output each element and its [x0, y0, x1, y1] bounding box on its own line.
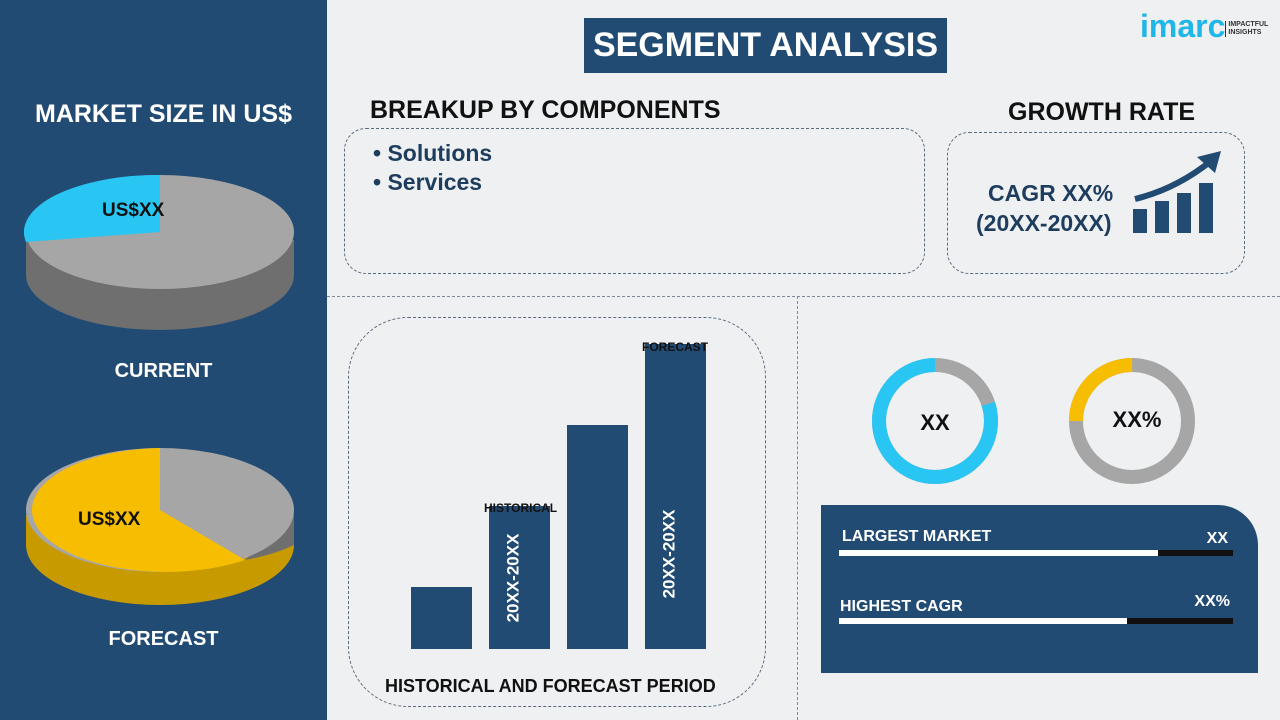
growth-chart-icon [1133, 151, 1221, 233]
highest-cagr-value: XX% [1194, 593, 1230, 610]
breakup-heading: BREAKUP BY COMPONENTS [370, 96, 721, 124]
svg-text:XX: XX [920, 410, 950, 435]
forecast-pie-chart: US$XX [26, 448, 294, 605]
market-size-heading: MARKET SIZE IN US$ [35, 100, 292, 128]
divider [797, 296, 798, 720]
divider [327, 296, 1280, 297]
current-value: US$XX [102, 200, 165, 221]
donut-xx: XX [872, 358, 998, 484]
bar-4-forecast: 20XX-20XX [645, 344, 706, 649]
forecast-value: US$XX [78, 509, 141, 530]
bar-1 [411, 587, 472, 649]
highest-cagr-bar [839, 618, 1233, 624]
period-chart: 20XX-20XX 20XX-20XX HISTORICAL FORECAST … [348, 317, 766, 707]
stats-panel: LARGEST MARKET XX HIGHEST CAGR XX% [821, 505, 1258, 673]
svg-text:XX%: XX% [1113, 407, 1162, 432]
largest-market-value: XX [1206, 530, 1228, 547]
donut-xx-percent: XX% [1069, 358, 1195, 484]
forecast-label: FORECAST [642, 340, 708, 354]
growth-box: CAGR XX% (20XX-20XX) [947, 132, 1245, 274]
current-pie-chart: US$XX [23, 174, 294, 330]
bar-3 [567, 425, 628, 649]
forecast-label: FORECAST [108, 628, 219, 650]
breakup-box: • Solutions • Services [344, 128, 925, 274]
page-title: SEGMENT ANALYSIS [584, 18, 947, 73]
highest-cagr-label: HIGHEST CAGR [840, 598, 963, 615]
current-label: CURRENT [114, 360, 213, 382]
cagr-text: CAGR XX% [988, 180, 1114, 206]
imarc-logo: imarc IMPACTFUL INSIGHTS [1140, 8, 1269, 44]
largest-market-label: LARGEST MARKET [842, 528, 992, 545]
bar-2-historical: 20XX-20XX [489, 506, 550, 649]
historical-label: HISTORICAL [484, 501, 558, 515]
left-panel: MARKET SIZE IN US$ US$XX CURRENT US$XX F… [0, 0, 327, 720]
largest-market-bar [839, 550, 1233, 556]
cagr-period: (20XX-20XX) [976, 210, 1112, 236]
period-chart-title: HISTORICAL AND FORECAST PERIOD [385, 676, 716, 696]
list-item-services: • Services [373, 169, 483, 195]
growth-heading: GROWTH RATE [1008, 98, 1196, 126]
list-item-solutions: • Solutions [373, 140, 493, 166]
